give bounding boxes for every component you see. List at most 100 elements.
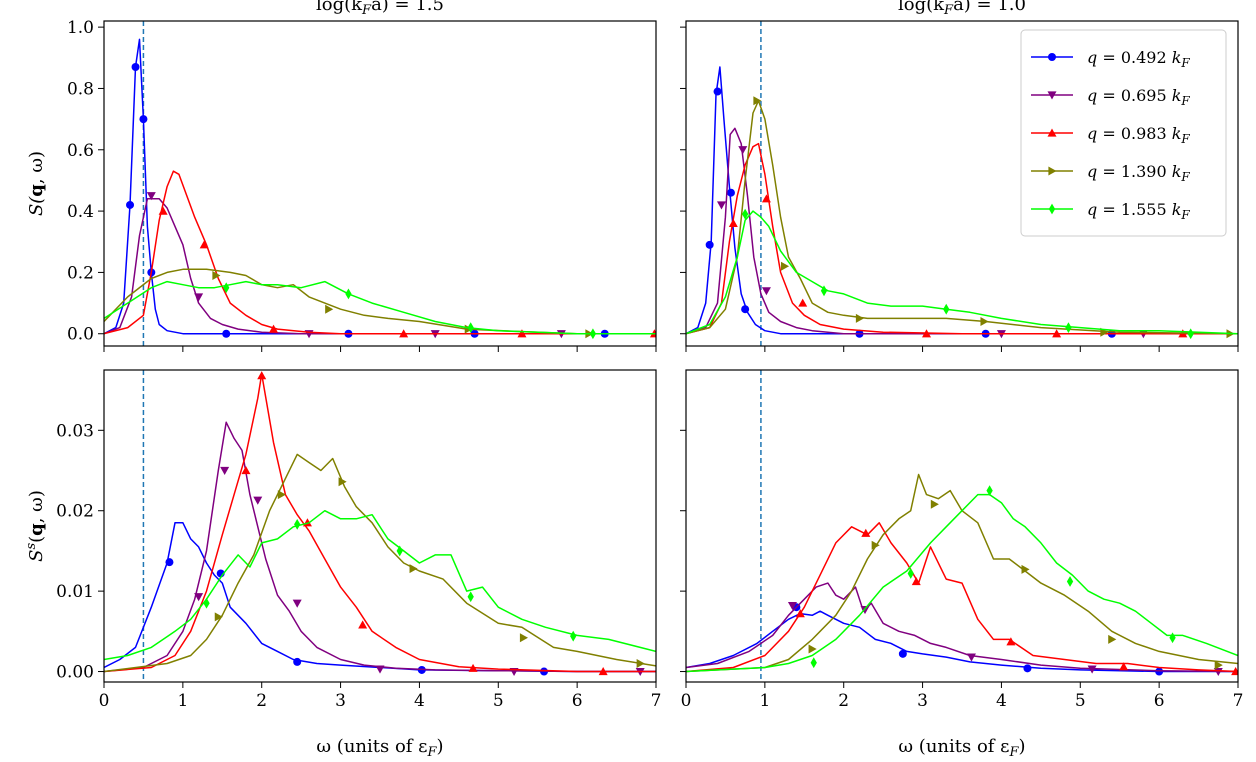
axes-frame <box>103 20 657 347</box>
data-point <box>728 218 738 227</box>
x-tick-label: 5 <box>1075 691 1086 711</box>
data-point <box>358 620 368 629</box>
axes-frame <box>103 369 657 683</box>
data-point <box>292 599 302 608</box>
title-text: a) = 1.5 <box>371 0 444 15</box>
legend-label: q = 1.390 kF <box>1087 162 1190 184</box>
x-tick-label: 3 <box>917 691 928 711</box>
plot-area-bottom-left <box>104 370 656 682</box>
data-point <box>222 329 231 338</box>
data-point <box>519 633 529 643</box>
series-line-2 <box>686 127 1238 335</box>
data-point <box>798 298 808 307</box>
data-point <box>269 324 279 333</box>
data-point <box>131 62 140 71</box>
x-label-subscript: F <box>427 745 438 760</box>
legend-label-subscript: F <box>1180 170 1190 184</box>
data-point <box>338 477 347 487</box>
data-point <box>980 316 989 326</box>
legend-box <box>1020 29 1227 237</box>
panel-top-left: 0.0 0.2 0.4 0.6 0.8 1.0 log(kFa) = 1.5 S(q, ω) <box>26 0 657 352</box>
x-tick-label: 4 <box>414 691 425 711</box>
data-point <box>966 653 976 662</box>
series-line-5 <box>686 493 1238 673</box>
data-point <box>1052 329 1062 338</box>
legend-label-subscript: F <box>1180 208 1190 222</box>
legend-label-value: = 0.492 <box>1097 48 1171 67</box>
data-point <box>1214 660 1223 670</box>
data-point <box>716 201 726 210</box>
data-point <box>1087 665 1097 674</box>
data-point <box>467 591 474 603</box>
series-line-5 <box>686 210 1238 335</box>
legend-marker <box>1048 166 1057 176</box>
y-tick-label: 0.4 <box>67 202 94 222</box>
series-line-1 <box>686 66 1238 335</box>
panel-title: log(kFa) = 1.5 <box>316 0 444 18</box>
x-tick-label: 7 <box>1233 691 1244 711</box>
series-line-3 <box>104 373 656 673</box>
axes-frame <box>685 20 1239 347</box>
data-point <box>780 261 790 271</box>
x-axis-label: ω (units of εF) <box>898 736 1025 760</box>
x-tick-label: 2 <box>838 691 849 711</box>
data-point <box>293 657 302 666</box>
legend-label: q = 0.695 kF <box>1087 86 1190 108</box>
data-point <box>399 329 409 338</box>
panel-top-right: log(kFa) = 1.0 <box>680 0 1239 352</box>
series-line-3 <box>686 522 1238 673</box>
data-point <box>277 490 286 500</box>
data-point <box>1066 576 1074 587</box>
data-point <box>871 540 880 550</box>
legend-label-q: q <box>1087 48 1097 67</box>
data-point <box>1155 667 1164 676</box>
y-tick-label: 1.0 <box>67 18 94 38</box>
legend-label: q = 1.555 kF <box>1087 200 1190 222</box>
legend-label-k: k <box>1172 200 1182 219</box>
series-line-4 <box>104 268 656 335</box>
data-point <box>1006 637 1016 646</box>
y-tick-label: 0.02 <box>56 502 94 522</box>
data-point <box>1169 632 1176 644</box>
legend-marker <box>1048 53 1056 61</box>
data-point <box>930 499 939 509</box>
data-point <box>409 564 418 574</box>
data-point <box>517 329 527 338</box>
data-point <box>911 576 921 586</box>
panel-bottom-right: 0 1 2 3 4 5 6 7 ω (units of εF) <box>680 369 1244 760</box>
data-point <box>741 208 749 220</box>
data-point <box>570 630 577 642</box>
x-label-text: ω (units of ε <box>898 736 1009 757</box>
y-label-text: , ω) <box>26 490 47 523</box>
data-point <box>241 466 251 475</box>
data-point <box>1119 662 1129 671</box>
data-point <box>139 115 148 124</box>
data-point <box>907 568 914 579</box>
legend-label-subscript: F <box>1180 94 1190 108</box>
data-point <box>753 96 762 106</box>
x-tick-label: 2 <box>256 691 267 711</box>
data-point <box>1108 634 1117 644</box>
data-point <box>126 200 135 209</box>
series-line-1 <box>104 522 656 673</box>
series-line-5 <box>104 280 656 335</box>
legend-label-k: k <box>1172 162 1182 181</box>
data-point <box>325 304 334 314</box>
data-point <box>741 305 750 314</box>
data-point <box>203 597 210 609</box>
data-point <box>146 192 156 201</box>
series-line-1 <box>686 610 1238 673</box>
x-tick-label: 6 <box>1154 691 1165 711</box>
data-point <box>1021 564 1030 574</box>
legend-marker <box>1047 91 1057 100</box>
data-point <box>898 649 907 658</box>
data-point <box>589 328 597 340</box>
data-point <box>705 240 714 249</box>
data-point <box>345 288 352 300</box>
y-label-text: S <box>26 550 47 562</box>
data-point <box>787 602 797 611</box>
legend-label-k: k <box>1172 124 1182 143</box>
data-point <box>808 644 817 654</box>
data-point <box>194 293 204 302</box>
